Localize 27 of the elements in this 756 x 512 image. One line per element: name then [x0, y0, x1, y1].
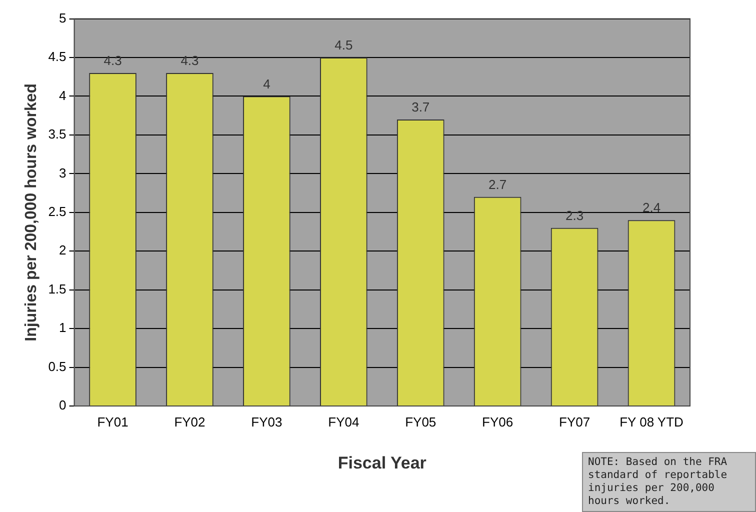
y-tick-label: 0	[59, 398, 66, 413]
y-tick-label: 2	[59, 242, 66, 258]
x-tick-label: FY05	[405, 414, 436, 430]
x-axis-title: Fiscal Year	[338, 453, 427, 472]
x-tick-label: FY04	[328, 414, 360, 430]
y-tick-label: 3.5	[48, 126, 66, 142]
x-tick-label: FY01	[97, 414, 128, 430]
x-tick-label: FY03	[251, 414, 282, 430]
data-label: 2.7	[488, 176, 507, 192]
y-tick-label: 1	[59, 320, 66, 336]
y-tick-label: 4	[59, 88, 66, 103]
y-tick-label: 0.5	[48, 358, 66, 374]
y-tick-label: 5	[59, 10, 66, 26]
y-tick-label: 3	[59, 165, 66, 180]
y-tick-label: 4.5	[48, 49, 66, 64]
x-tick-label: FY 08 YTD	[620, 414, 684, 430]
data-label: 2.4	[642, 200, 661, 216]
data-label: 3.7	[412, 100, 430, 115]
data-label: 4.5	[334, 38, 353, 53]
y-axis-title: Injuries per 200,000 hours worked	[23, 83, 40, 342]
x-tick-label: FY02	[174, 414, 206, 430]
x-tick-label: FY07	[559, 414, 590, 430]
x-tick-label: FY06	[482, 414, 514, 430]
y-tick-label: 2.5	[48, 204, 66, 219]
text: NOTE: Based on the FRA standard of reportable injuries per 200,000 hours worked.	[582, 452, 756, 512]
y-tick-label: 1.5	[48, 281, 66, 296]
data-label: 4	[263, 76, 270, 92]
